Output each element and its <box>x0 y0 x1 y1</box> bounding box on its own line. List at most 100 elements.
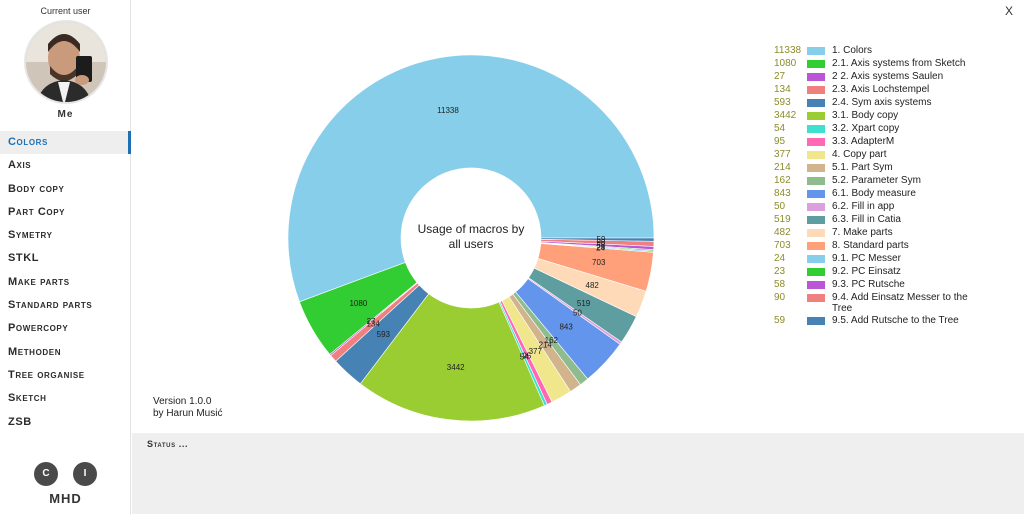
legend-item: 58 9.3. PC Rutsche <box>774 279 1024 291</box>
legend-label: 9.1. PC Messer <box>832 253 901 264</box>
slice-value-label: 58 <box>596 241 605 250</box>
legend-swatch <box>807 294 825 302</box>
sidebar-item-standard-parts[interactable]: Standard parts <box>8 299 93 312</box>
legend-value: 843 <box>774 188 791 199</box>
footer-brand: MHD <box>49 491 82 506</box>
legend-value: 59 <box>774 315 786 326</box>
avatar-photo-icon <box>26 22 106 102</box>
legend-swatch <box>807 86 825 94</box>
legend-item: 519 6.3. Fill in Catia <box>774 214 1024 226</box>
legend-label: 6.3. Fill in Catia <box>832 214 901 225</box>
sidebar-item-axis[interactable]: Axis <box>8 159 32 172</box>
legend-value: 1080 <box>774 58 797 69</box>
legend-value: 58 <box>774 279 786 290</box>
status-bar: Status ... <box>132 433 1024 514</box>
legend-item: 1080 2.1. Axis systems from Sketch <box>774 58 1024 70</box>
slice-value-label: 27 <box>367 317 376 326</box>
legend-item: 24 9.1. PC Messer <box>774 253 1024 265</box>
sidebar-item-tree-organise[interactable]: Tree organise <box>8 368 85 381</box>
legend-label: 9.2. PC Einsatz <box>832 266 901 277</box>
legend-item: 134 2.3. Axis Lochstempel <box>774 84 1024 96</box>
legend-item: 11338 1. Colors <box>774 45 1024 57</box>
legend-item: 59 9.5. Add Rutsche to the Tree <box>774 315 1024 327</box>
slice-value-label: 593 <box>377 330 391 339</box>
slice-value-label: 23 <box>596 243 605 252</box>
sidebar-item-body-copy[interactable]: Body copy <box>8 182 65 195</box>
slice-value-label: 843 <box>559 323 573 332</box>
legend-swatch <box>807 99 825 107</box>
slice-value-label: 519 <box>577 299 591 308</box>
slice-value-label: 11338 <box>437 106 459 115</box>
sidebar-nav: Colors Axis Body copy Part Copy Symetry STKL M… <box>0 131 131 434</box>
slice-value-label: 377 <box>529 347 543 356</box>
legend-item: 95 3.3. AdapterM <box>774 136 1024 148</box>
slice-value-label: 50 <box>573 309 582 318</box>
author-line: by Harun Musić <box>153 408 223 419</box>
legend-value: 3442 <box>774 110 797 121</box>
info-button[interactable]: I <box>73 462 97 486</box>
chart-legend: 11338 1. Colors 1080 2.1. Axis systems from… <box>774 45 1024 328</box>
legend-swatch <box>807 164 825 172</box>
legend-item: 843 6.1. Body measure <box>774 188 1024 200</box>
legend-label: 9.4. Add Einsatz Messer to the Tree <box>832 292 968 314</box>
slice-value-label: 54 <box>520 353 529 362</box>
donut-hole <box>401 168 541 308</box>
chart-title-line-1: Usage of macros by <box>418 222 525 236</box>
sidebar-item-zsb[interactable]: ZSB <box>8 415 32 428</box>
slice-value-label: 162 <box>545 336 559 345</box>
legend-value: 90 <box>774 292 786 303</box>
legend-item: 377 4. Copy part <box>774 149 1024 161</box>
legend-swatch <box>807 268 825 276</box>
legend-label: 5.1. Part Sym <box>832 162 893 173</box>
sidebar-item-stkl[interactable]: STKL <box>8 252 40 265</box>
version-info: Version 1.0.0 by Harun Musić <box>153 396 222 420</box>
slice-value-label: 24 <box>596 244 605 253</box>
legend-swatch <box>807 242 825 250</box>
sidebar-item-part-copy[interactable]: Part Copy <box>8 205 66 218</box>
legend-label: 2.4. Sym axis systems <box>832 97 932 108</box>
legend-label: 6.1. Body measure <box>832 188 916 199</box>
chart-title-line-2: all users <box>449 237 494 251</box>
sidebar-item-make-parts[interactable]: Make parts <box>8 275 70 288</box>
sidebar: Current user Me Colors Axis Body copy Part … <box>0 0 131 514</box>
sidebar-item-powercopy[interactable]: Powercopy <box>8 322 69 335</box>
legend-item: 482 7. Make parts <box>774 227 1024 239</box>
legend-value: 11338 <box>774 45 802 56</box>
legend-value: 95 <box>774 136 786 147</box>
legend-swatch <box>807 216 825 224</box>
sidebar-item-symetry[interactable]: Symetry <box>8 229 53 242</box>
legend-label: 1. Colors <box>832 45 873 56</box>
sidebar-item-colors[interactable]: Colors <box>0 131 131 155</box>
legend-value: 27 <box>774 71 786 82</box>
avatar <box>24 20 108 104</box>
slice-value-label: 703 <box>592 258 606 267</box>
legend-swatch <box>807 229 825 237</box>
legend-value: 23 <box>774 266 786 277</box>
legend-label: 3.2. Xpart copy <box>832 123 900 134</box>
slice-value-label: 90 <box>596 238 605 247</box>
legend-swatch <box>807 138 825 146</box>
sidebar-item-methoden[interactable]: Methoden <box>8 345 62 358</box>
legend-label: 2.3. Axis Lochstempel <box>832 84 930 95</box>
legend-label: 3.3. AdapterM <box>832 136 895 147</box>
legend-label: 2 2. Axis systems Saulen <box>832 71 944 82</box>
slice-value-label: 95 <box>522 351 531 360</box>
legend-swatch <box>807 112 825 120</box>
legend-swatch <box>807 151 825 159</box>
c-button[interactable]: C <box>34 462 58 486</box>
legend-swatch <box>807 73 825 81</box>
legend-label: 7. Make parts <box>832 227 893 238</box>
legend-swatch <box>807 125 825 133</box>
legend-swatch <box>807 60 825 68</box>
slice-value-label: 134 <box>366 320 380 329</box>
current-user-label: Current user <box>40 6 91 16</box>
legend-label: 8. Standard parts <box>832 240 909 251</box>
legend-item: 3442 3.1. Body copy <box>774 110 1024 122</box>
sidebar-item-sketch[interactable]: Sketch <box>8 392 47 405</box>
legend-item: 162 5.2. Parameter Sym <box>774 175 1024 187</box>
legend-value: 134 <box>774 84 791 95</box>
close-button[interactable]: X <box>1004 4 1013 18</box>
user-name: Me <box>57 109 74 120</box>
slice-value-label: 3442 <box>447 363 465 372</box>
legend-value: 482 <box>774 227 791 238</box>
